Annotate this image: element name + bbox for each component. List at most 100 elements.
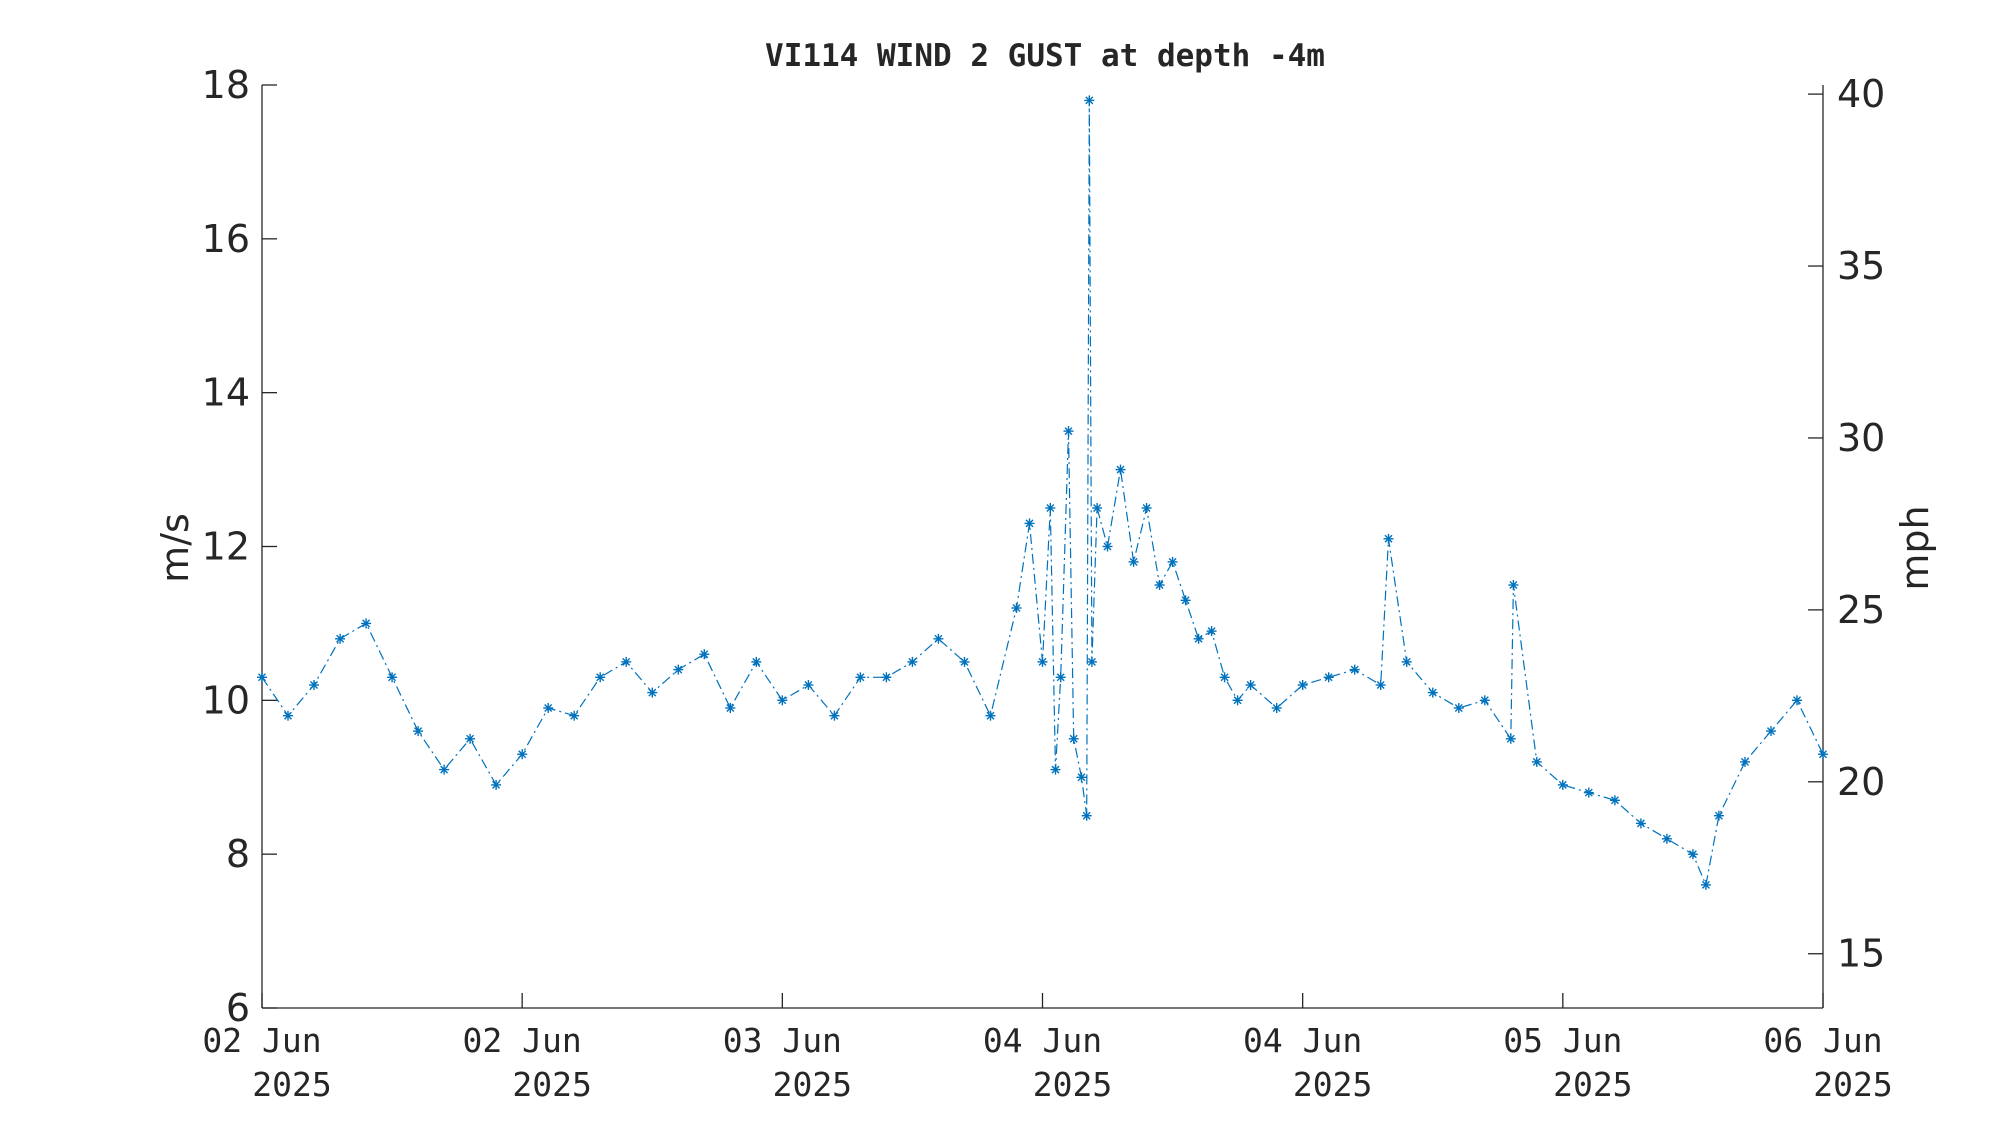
- marker-stroke: [1142, 504, 1151, 512]
- x-tick-label: 02 Jun: [202, 1021, 321, 1060]
- x-tick-year-label: 2025: [1813, 1065, 1892, 1104]
- data-point-marker: [1086, 656, 1097, 667]
- x-tick-year-label: 2025: [1033, 1065, 1112, 1104]
- data-point-marker: [959, 656, 970, 667]
- data-point-marker: [1037, 656, 1048, 667]
- marker-stroke: [518, 750, 527, 759]
- data-point-marker: [699, 649, 710, 660]
- marker-stroke: [1046, 504, 1055, 512]
- marker-stroke: [1384, 534, 1393, 543]
- data-point-marker: [1141, 503, 1152, 513]
- x-tick-label: 02 Jun: [463, 1021, 582, 1060]
- data-point-marker: [1271, 703, 1282, 713]
- marker-stroke: [960, 657, 969, 666]
- marker-stroke: [804, 681, 813, 689]
- marker-stroke: [1610, 796, 1619, 805]
- marker-stroke: [362, 619, 371, 628]
- marker-stroke: [1350, 665, 1359, 674]
- data-point-marker: [1557, 779, 1568, 790]
- marker-stroke: [856, 673, 865, 682]
- x-tick-year-label: 2025: [1293, 1065, 1372, 1104]
- marker-stroke: [1272, 704, 1281, 712]
- data-point-marker: [1427, 687, 1438, 698]
- marker-stroke: [1701, 880, 1710, 889]
- data-point-marker: [777, 695, 788, 706]
- marker-stroke: [1056, 673, 1065, 682]
- marker-stroke: [700, 650, 709, 659]
- marker-stroke: [1636, 819, 1645, 828]
- data-point-marker: [1508, 580, 1519, 590]
- marker-stroke: [466, 734, 475, 743]
- data-point-marker: [1323, 672, 1334, 683]
- x-tick-year-label: 2025: [252, 1065, 331, 1104]
- x-tick-label: 05 Jun: [1503, 1021, 1622, 1060]
- data-point-marker: [1167, 556, 1178, 567]
- marker-stroke: [986, 711, 995, 720]
- marker-stroke: [1064, 427, 1073, 436]
- data-point-marker: [1609, 795, 1620, 806]
- marker-stroke: [778, 696, 787, 705]
- x-tick-label: 04 Jun: [983, 1021, 1102, 1060]
- data-point-marker: [1232, 695, 1243, 706]
- data-point-marker: [1531, 756, 1542, 767]
- series-layer: [257, 95, 1828, 890]
- marker-stroke: [570, 711, 579, 720]
- marker-stroke: [1194, 634, 1203, 643]
- data-point-marker: [1740, 756, 1750, 767]
- data-point-marker: [1068, 733, 1079, 744]
- marker-stroke: [1082, 811, 1091, 820]
- marker-stroke: [882, 673, 891, 682]
- marker-stroke: [258, 673, 266, 682]
- data-point-marker: [1818, 749, 1828, 760]
- marker-stroke: [752, 657, 761, 666]
- data-point-marker: [543, 703, 554, 713]
- data-point-marker: [1349, 664, 1360, 675]
- data-point-marker: [1661, 833, 1672, 844]
- data-point-marker: [673, 664, 684, 675]
- marker-stroke: [1819, 750, 1827, 759]
- marker-stroke: [1584, 788, 1593, 797]
- data-point-marker: [1401, 656, 1412, 667]
- y2-tick-label: 35: [1837, 244, 1885, 288]
- data-point-marker: [1102, 541, 1113, 552]
- data-point-marker: [1792, 695, 1802, 706]
- marker-stroke: [1767, 727, 1775, 736]
- data-point-marker: [1154, 580, 1165, 590]
- data-point-marker: [1505, 733, 1516, 744]
- data-point-marker: [1383, 533, 1394, 544]
- data-point-marker: [1115, 464, 1126, 475]
- y-tick-label: 18: [202, 63, 250, 107]
- marker-stroke: [1480, 696, 1489, 705]
- marker-stroke: [1168, 557, 1177, 566]
- data-point-marker: [387, 672, 398, 683]
- marker-stroke: [1077, 773, 1086, 782]
- marker-stroke: [1246, 681, 1255, 689]
- marker-stroke: [1116, 465, 1125, 474]
- y-tick-label: 8: [226, 832, 250, 876]
- data-point-marker: [647, 687, 658, 698]
- x-tick-year-label: 2025: [1553, 1065, 1632, 1104]
- marker-stroke: [1155, 581, 1164, 589]
- y2-tick-label: 15: [1837, 932, 1885, 976]
- marker-stroke: [544, 704, 553, 712]
- data-point-marker: [335, 633, 346, 644]
- marker-stroke: [596, 673, 605, 682]
- y-tick-label: 14: [202, 371, 250, 415]
- marker-stroke: [622, 657, 631, 666]
- data-point-marker: [1713, 810, 1724, 821]
- marker-stroke: [1324, 673, 1333, 682]
- marker-stroke: [1233, 696, 1242, 705]
- marker-stroke: [440, 765, 449, 774]
- marker-stroke: [1509, 581, 1518, 589]
- data-point-marker: [1180, 595, 1191, 606]
- data-point-marker: [309, 680, 319, 690]
- data-point-marker: [881, 672, 892, 683]
- data-point-marker: [1092, 503, 1103, 513]
- data-point-marker: [257, 672, 267, 683]
- marker-stroke: [492, 780, 501, 789]
- marker-stroke: [934, 634, 943, 643]
- data-point-marker: [1050, 764, 1061, 775]
- data-point-marker: [1024, 518, 1035, 529]
